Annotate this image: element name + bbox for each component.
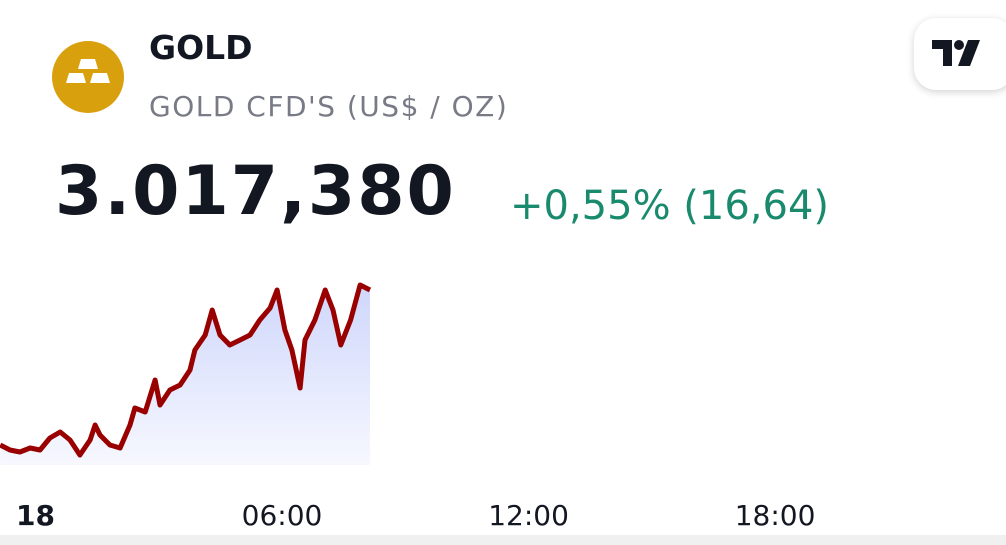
tv-icon: [932, 40, 980, 66]
title: GOLD: [149, 28, 253, 67]
scrollbar-strip: [0, 535, 1006, 545]
tradingview-logo[interactable]: [914, 18, 1006, 90]
price: 3.017,380: [55, 152, 456, 231]
x-tick-label: 18: [16, 499, 55, 532]
x-tick-label: 12:00: [488, 499, 569, 532]
area-fill: [0, 285, 370, 465]
change: +0,55% (16,64): [510, 183, 830, 229]
price-line: [0, 282, 372, 458]
x-tick-label: 06:00: [242, 499, 323, 532]
x-tick-label: 18:00: [735, 499, 816, 532]
subtitle: GOLD CFD'S (US$ / OZ): [149, 90, 509, 123]
gold-logo: [52, 41, 124, 113]
